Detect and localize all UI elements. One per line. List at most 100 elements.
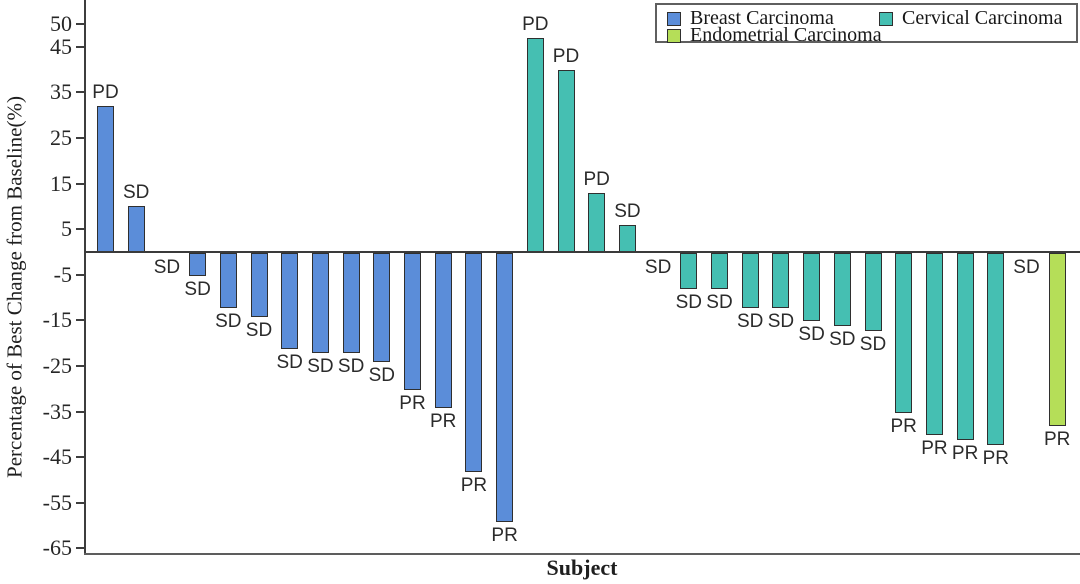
bar-cervical-pr bbox=[925, 253, 943, 436]
bar-breast-sd bbox=[342, 253, 360, 354]
response-label-pr: PR bbox=[491, 525, 518, 547]
y-tick-label: 50 bbox=[50, 11, 72, 36]
bar-cervical-sd bbox=[772, 253, 790, 308]
bar-breast-pr bbox=[404, 253, 421, 390]
y-tick-mark bbox=[76, 182, 85, 185]
y-tick-mark bbox=[76, 319, 85, 322]
response-label-sd: SD bbox=[122, 182, 150, 204]
bar-cervical-sd bbox=[618, 224, 636, 252]
y-tick-mark bbox=[76, 365, 85, 367]
y-tick-mark bbox=[76, 228, 85, 231]
y-tick-mark bbox=[76, 273, 85, 276]
legend-label: Cervical Carcinoma bbox=[902, 7, 1063, 29]
bar-cervical-sd bbox=[833, 253, 851, 326]
response-label-sd: SD bbox=[736, 310, 764, 332]
y-tick-mark bbox=[76, 23, 85, 25]
bar-cervical-pd bbox=[557, 69, 575, 252]
response-label-sd: SD bbox=[798, 324, 825, 346]
response-label-sd: SD bbox=[215, 310, 242, 332]
legend-swatch-icon bbox=[667, 28, 681, 43]
y-tick-label: -65 bbox=[42, 535, 72, 561]
y-tick-label: -45 bbox=[42, 444, 72, 470]
y-tick-mark bbox=[76, 410, 85, 413]
response-label-pr: PR bbox=[1043, 429, 1071, 451]
response-label-pr: PR bbox=[890, 415, 917, 437]
response-label-sd: SD bbox=[337, 356, 365, 378]
y-tick-mark bbox=[76, 501, 85, 504]
legend-swatch-icon bbox=[667, 11, 681, 26]
bar-cervical-sd bbox=[711, 253, 728, 290]
legend-label: Endometrial Carcinoma bbox=[690, 24, 882, 46]
legend-item-breast: Breast Carcinoma bbox=[667, 7, 834, 29]
bar-breast-pr bbox=[465, 253, 483, 472]
y-tick-label: 45 bbox=[50, 33, 72, 59]
bar-cervical-pr bbox=[895, 253, 913, 413]
response-label-sd: SD bbox=[1013, 257, 1040, 278]
y-tick-mark bbox=[76, 137, 85, 139]
response-label-pr: PR bbox=[460, 474, 488, 496]
y-tick-label: -55 bbox=[42, 489, 72, 515]
bar-breast-sd bbox=[250, 253, 268, 317]
response-label-sd: SD bbox=[767, 310, 795, 332]
y-tick-label: -5 bbox=[53, 261, 72, 287]
bar-cervical-sd bbox=[741, 253, 759, 308]
y-tick-label: 5 bbox=[61, 216, 72, 242]
response-label-pr: PR bbox=[921, 438, 948, 460]
y-tick-label: -15 bbox=[42, 307, 72, 333]
y-tick-mark bbox=[76, 91, 85, 94]
legend-label: Breast Carcinoma bbox=[690, 7, 834, 29]
zero-baseline bbox=[85, 251, 1080, 253]
response-label-sd: SD bbox=[644, 257, 672, 278]
response-label-sd: SD bbox=[614, 200, 641, 222]
response-label-pr: PR bbox=[951, 442, 979, 464]
bar-breast-sd bbox=[219, 253, 237, 308]
response-label-sd: SD bbox=[859, 333, 887, 355]
y-tick-label: 15 bbox=[50, 170, 72, 196]
response-label-sd: SD bbox=[368, 365, 395, 387]
bar-breast-sd bbox=[311, 253, 329, 354]
response-label-sd: SD bbox=[706, 292, 733, 314]
response-label-sd: SD bbox=[675, 292, 702, 314]
response-label-pd: PD bbox=[583, 168, 610, 190]
bar-breast-sd bbox=[281, 253, 299, 349]
legend-item-endometrial: Endometrial Carcinoma bbox=[667, 24, 882, 46]
bar-endometrial-pr bbox=[1048, 253, 1066, 427]
y-tick-mark bbox=[76, 456, 85, 459]
response-label-sd: SD bbox=[245, 319, 273, 341]
y-tick-label: 25 bbox=[50, 125, 72, 150]
legend-item-cervical: Cervical Carcinoma bbox=[879, 7, 1063, 29]
x-axis-line bbox=[84, 553, 1080, 555]
y-tick-mark bbox=[76, 547, 85, 550]
bar-breast-pd bbox=[97, 106, 114, 252]
response-label-pd: PD bbox=[522, 13, 549, 35]
legend-swatch-icon bbox=[879, 11, 893, 26]
bar-cervical-pd bbox=[526, 37, 544, 252]
y-tick-mark bbox=[76, 45, 85, 48]
bar-breast-sd bbox=[189, 253, 207, 276]
x-axis-title: Subject bbox=[546, 555, 618, 580]
response-label-pr: PR bbox=[399, 392, 426, 414]
response-label-sd: SD bbox=[276, 351, 303, 373]
bar-breast-sd bbox=[127, 206, 145, 252]
bar-breast-sd bbox=[373, 253, 391, 363]
y-tick-label: -25 bbox=[42, 353, 72, 378]
bar-cervical-sd bbox=[864, 253, 882, 331]
legend: Breast Carcinoma Cervical Carcinoma Endome… bbox=[655, 3, 1078, 46]
response-label-sd: SD bbox=[829, 328, 856, 350]
bar-breast-pr bbox=[496, 253, 514, 523]
response-label-pd: PD bbox=[92, 82, 119, 104]
response-label-pr: PR bbox=[429, 411, 457, 433]
bar-cervical-sd bbox=[803, 253, 821, 322]
response-label-pd: PD bbox=[552, 45, 580, 67]
response-label-pr: PR bbox=[982, 447, 1009, 469]
y-tick-label: -35 bbox=[42, 398, 72, 424]
y-axis-line bbox=[84, 0, 86, 555]
bar-cervical-sd bbox=[680, 253, 698, 290]
bar-breast-pr bbox=[434, 253, 452, 409]
response-label-sd: SD bbox=[153, 257, 181, 278]
response-label-sd: SD bbox=[184, 278, 211, 300]
response-label-sd: SD bbox=[307, 356, 334, 378]
bar-cervical-pr bbox=[987, 253, 1005, 445]
bar-cervical-pr bbox=[956, 253, 974, 440]
